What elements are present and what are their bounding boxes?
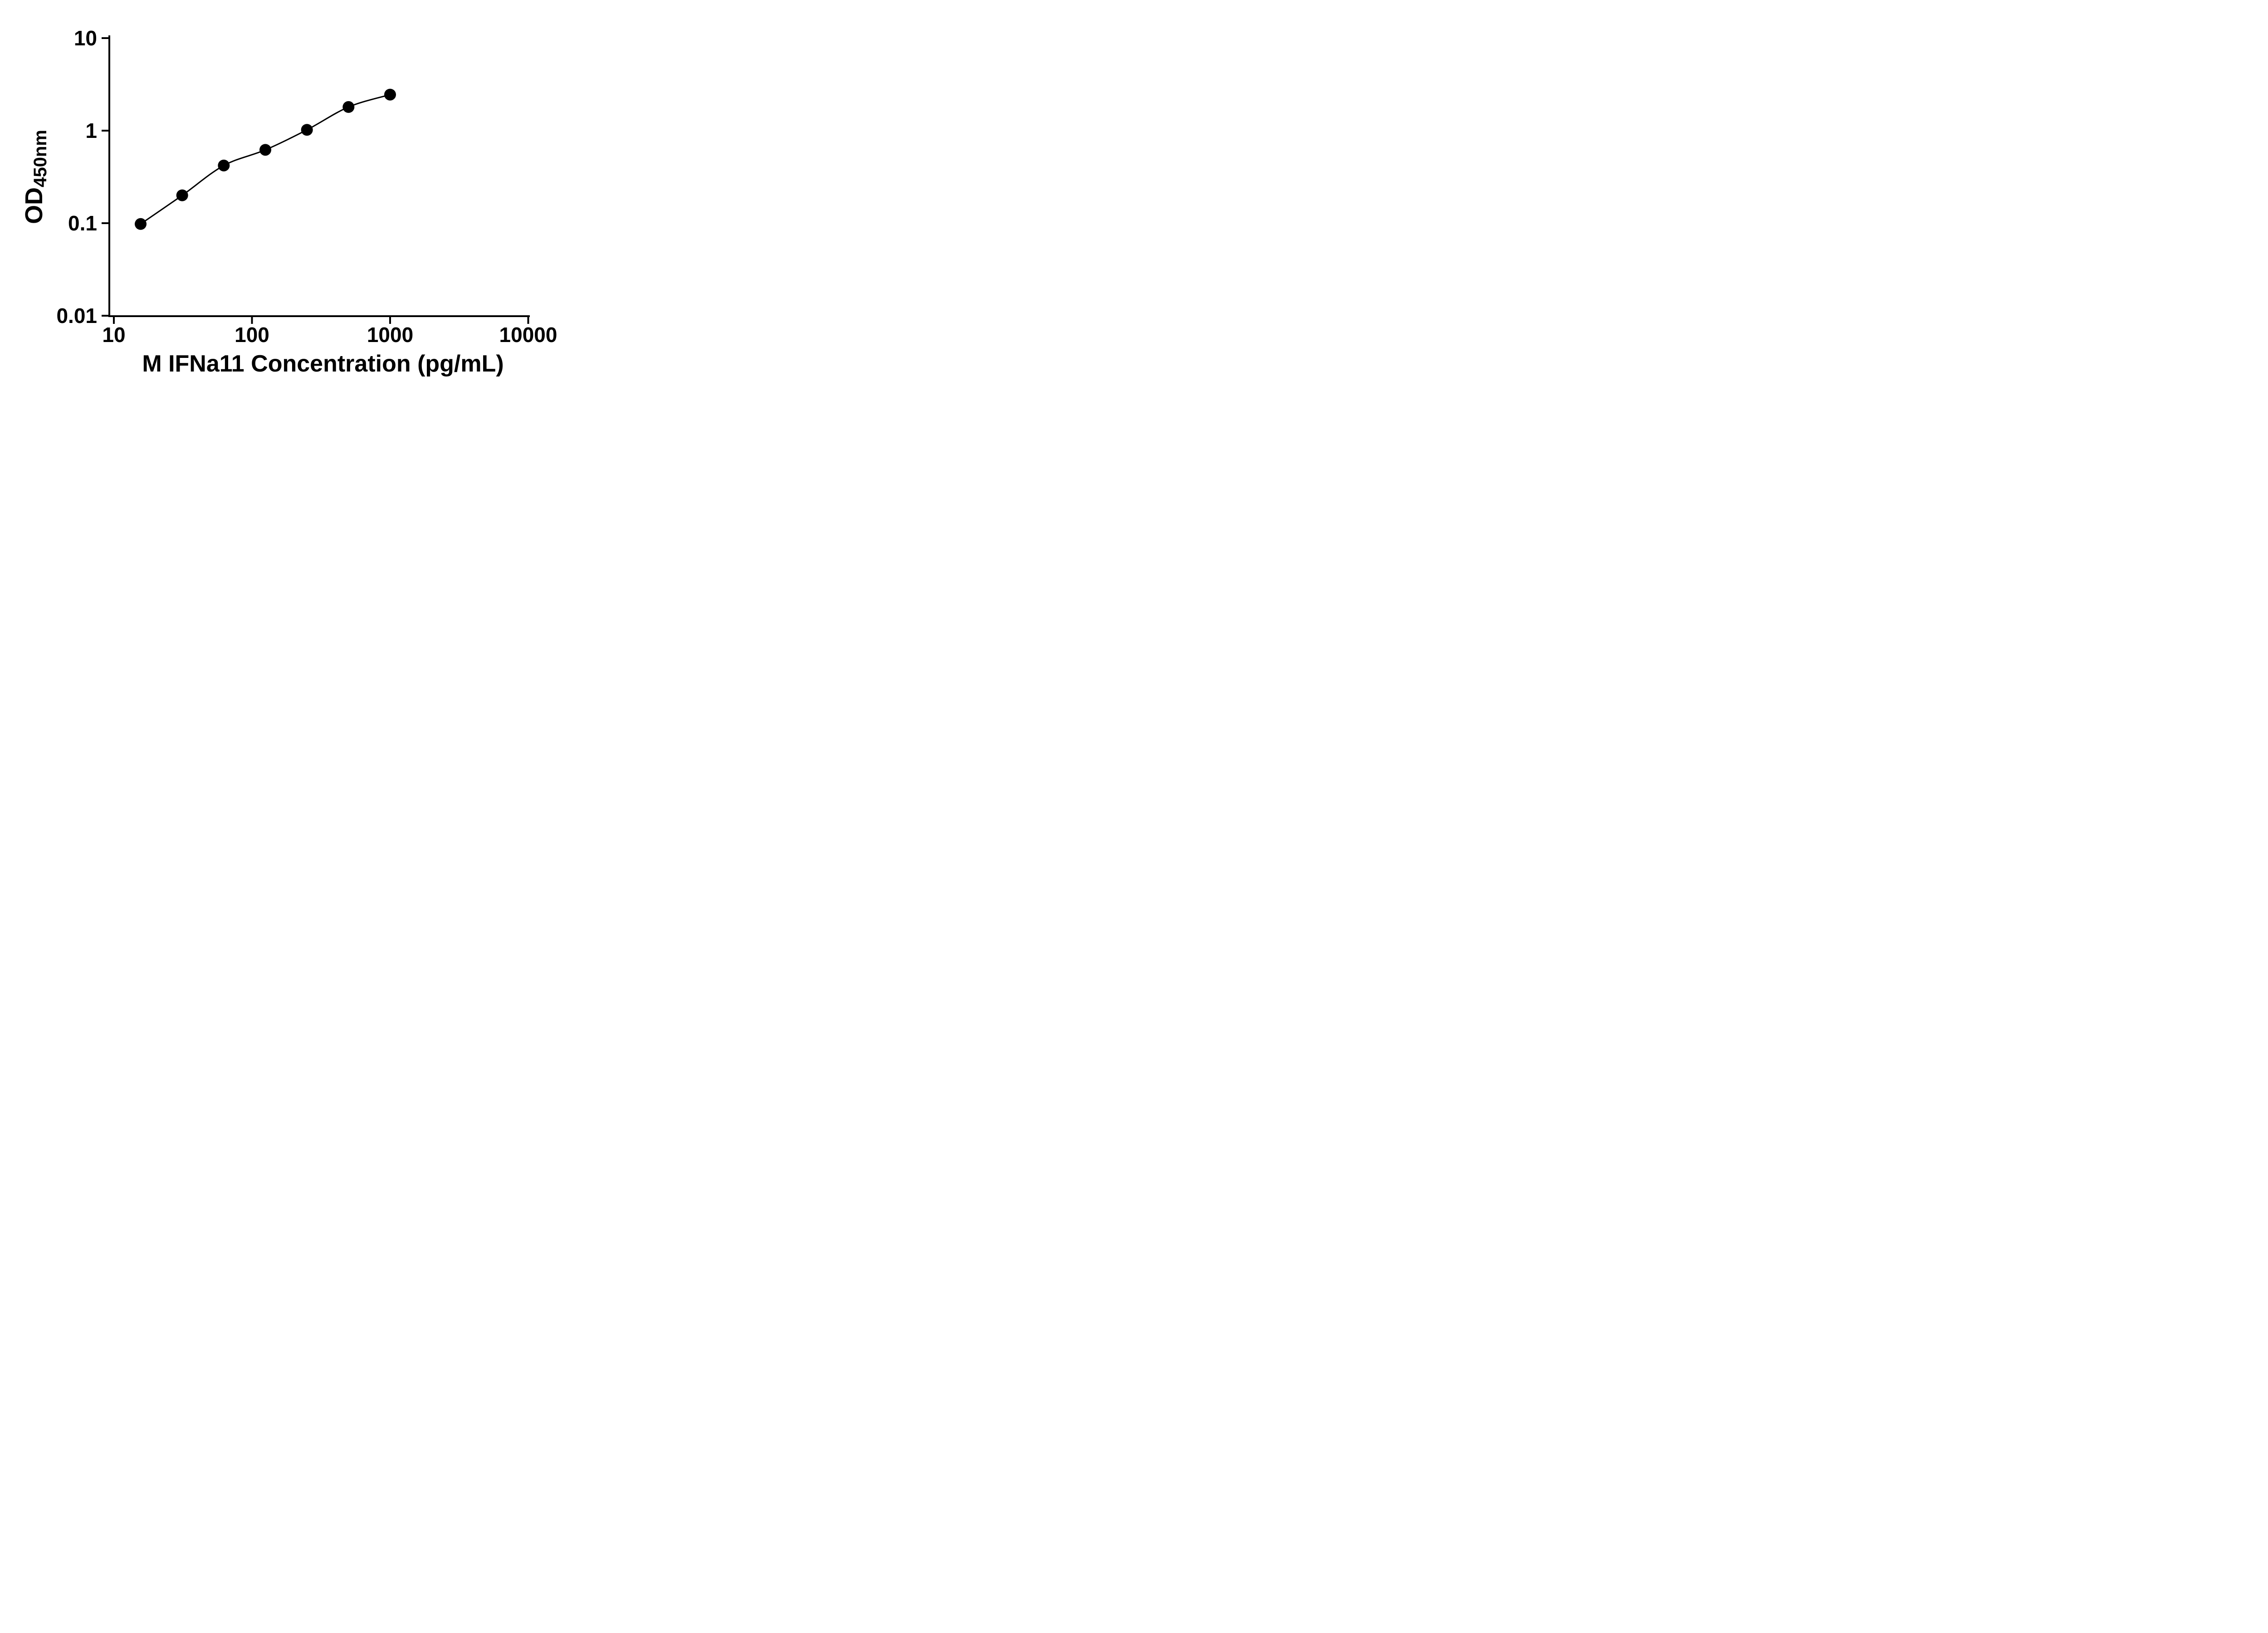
data-point: [301, 124, 313, 136]
y-axis-title-subscript: 450nm: [30, 130, 50, 187]
x-axis-title: M IFNa11 Concentration (pg/mL): [142, 351, 504, 377]
y-tick-label: 1: [85, 119, 97, 142]
fit-curve: [140, 94, 391, 225]
elisa-standard-curve-figure: 10 100 1000 10000 0.01 0.1 1 10 OD450nm M IFNa1…: [0, 0, 583, 408]
y-axis-title-main: OD: [20, 187, 48, 224]
data-point: [176, 189, 188, 201]
data-point: [135, 218, 147, 230]
y-tick-label: 0.01: [56, 304, 97, 328]
x-tick-label: 100: [235, 323, 269, 347]
data-point: [259, 144, 272, 156]
x-tick-label: 1000: [367, 323, 413, 347]
data-point: [218, 159, 230, 171]
x-tick-label: 10: [102, 323, 125, 347]
y-tick-label: 10: [74, 26, 97, 50]
y-tick-label: 0.1: [68, 211, 97, 235]
y-axis-title: OD450nm: [20, 130, 51, 224]
chart-canvas: 10 100 1000 10000 0.01 0.1 1 10: [56, 26, 557, 347]
x-tick-label: 10000: [499, 323, 557, 347]
data-point: [342, 101, 355, 113]
data-point: [384, 88, 396, 101]
